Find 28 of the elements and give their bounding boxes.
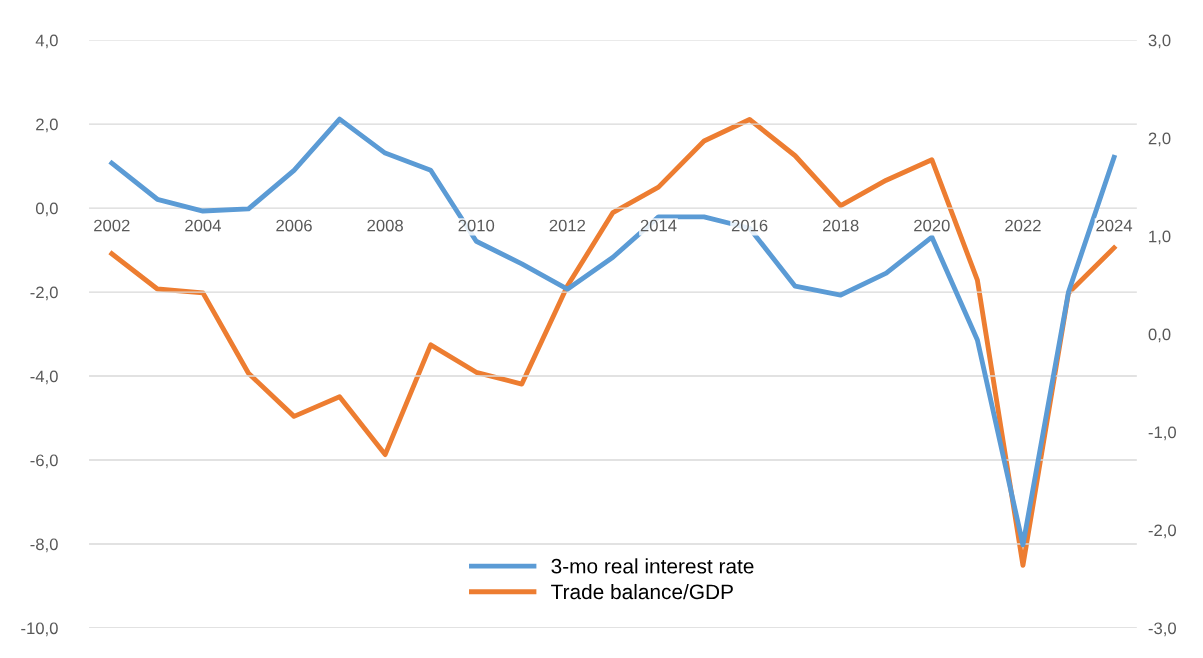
- y-tick-label: -2,0: [30, 286, 58, 301]
- y2-tick-label: -1,0: [1148, 426, 1177, 441]
- y-tick-label: -10,0: [21, 622, 58, 637]
- x-tick-label: 2008: [367, 219, 403, 232]
- x-tick-label: 2018: [823, 219, 859, 232]
- y-tick-label: 0,0: [35, 202, 58, 217]
- x-tick-label: 2014: [640, 219, 677, 232]
- y-tick-label: 4,0: [35, 34, 58, 49]
- y-tick-label: -8,0: [30, 538, 58, 553]
- y-tick-label: 2,0: [36, 118, 58, 133]
- x-tick-label: 2020: [914, 219, 950, 232]
- y-tick-label: -6,0: [30, 454, 58, 469]
- x-tick-label: 2002: [94, 219, 130, 232]
- x-tick-label: 2006: [276, 219, 312, 232]
- y2-tick-label: -2,0: [1148, 524, 1177, 539]
- x-tick-label: 2004: [185, 219, 221, 232]
- x-tick-label: 2012: [549, 219, 586, 232]
- y2-tick-label: 1,0: [1149, 230, 1171, 245]
- y-tick-label: -4,0: [30, 370, 58, 385]
- x-tick-label: 2010: [458, 219, 495, 232]
- x-tick-label: 2024: [1096, 219, 1133, 232]
- legend-label: 3-mo real interest rate: [551, 558, 754, 574]
- y2-tick-label: 0,0: [1148, 328, 1171, 343]
- y2-tick-label: -3,0: [1148, 622, 1177, 637]
- y2-tick-label: 2,0: [1148, 132, 1171, 147]
- y2-tick-label: 3,0: [1148, 34, 1171, 49]
- legend-label: Trade balance/GDP: [551, 583, 733, 600]
- x-tick-label: 2022: [1005, 219, 1041, 232]
